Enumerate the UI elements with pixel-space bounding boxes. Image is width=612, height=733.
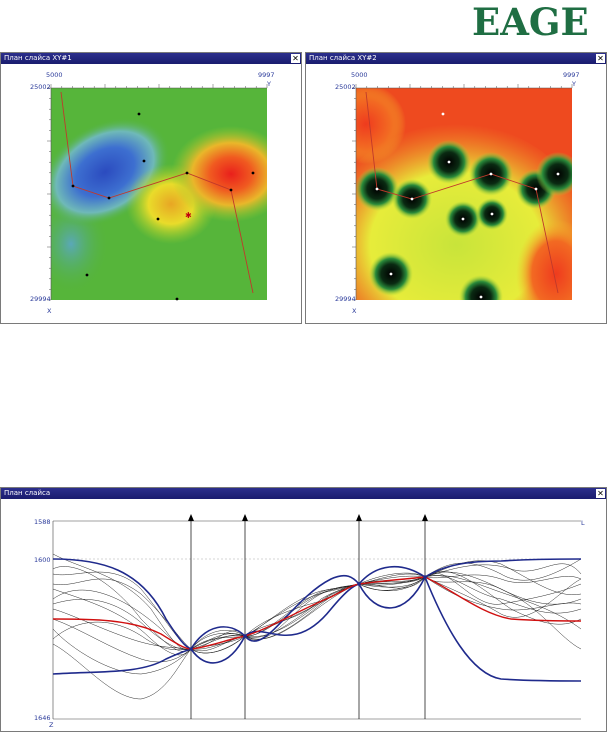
plot-frame [52,520,581,720]
y-max-label: 9997 [563,71,580,79]
close-icon[interactable]: ✕ [596,489,605,498]
heatmap-2 [356,88,572,300]
well-arrows [188,514,428,521]
slice-map-2[interactable]: 5000 9997 Y 25002 29994 X [306,64,606,323]
section-plot[interactable]: 1588 1600 1646 Z L [1,499,606,731]
x-min-label: 25002 [30,83,51,91]
mean-trace [52,576,582,650]
realization-traces [52,553,582,700]
x-max-label: 29994 [335,295,356,303]
slice-map-1[interactable]: 5000 9997 Y 25002 29994 X ✱ [1,64,301,323]
well-lines [190,519,426,719]
z-bottom-label: 1646 [34,714,51,722]
x-min-label: 25002 [335,83,356,91]
axis-ticks-2 [352,84,573,301]
slice-section-window[interactable]: План слайса ✕ 1588 1600 1646 Z L [0,487,607,732]
y-max-label: 9997 [258,71,275,79]
window-1-title: План слайса XY#1 [4,54,72,62]
x-axis-label: X [352,307,357,315]
selected-well-marker: ✱ [185,211,192,220]
heatmap-1 [51,88,267,300]
slice-plan-window-1[interactable]: План слайса XY#1 ✕ [0,52,302,324]
close-icon[interactable]: ✕ [596,54,605,63]
y-min-label: 5000 [351,71,368,79]
z-ref-label: 1600 [34,556,51,564]
window-2-titlebar[interactable]: План слайса XY#2 ✕ [306,53,606,64]
window-1-titlebar[interactable]: План слайса XY#1 ✕ [1,53,301,64]
window-3-title: План слайса [4,489,51,497]
well-intersections [189,575,427,651]
well-markers-1 [71,112,255,301]
window-2-title: План слайса XY#2 [309,54,377,62]
eage-logo: EAGE [472,0,589,44]
x-max-label: 29994 [30,295,51,303]
well-path-2 [365,91,559,294]
well-markers-2 [375,112,560,299]
y-axis-label: Y [266,80,271,88]
z-top-label: 1588 [34,518,51,526]
axis-ticks-1 [47,84,268,301]
l-axis-label: L [581,519,585,527]
y-axis-label: Y [571,80,576,88]
slice-plan-window-2[interactable]: План слайса XY#2 ✕ [305,52,607,324]
envelope-traces [52,558,582,682]
y-min-label: 5000 [46,71,63,79]
well-path-1 [60,91,254,294]
x-axis-label: X [47,307,52,315]
close-icon[interactable]: ✕ [291,54,300,63]
window-3-titlebar[interactable]: План слайса ✕ [1,488,606,499]
z-axis-label: Z [49,721,54,729]
